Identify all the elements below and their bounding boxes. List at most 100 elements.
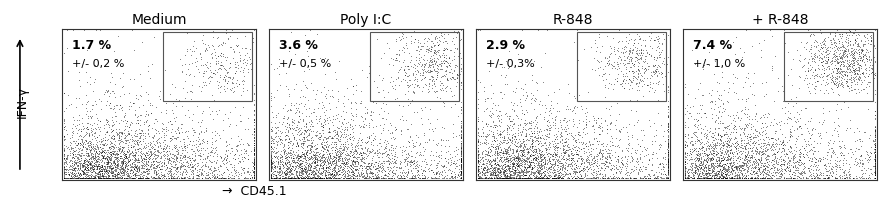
Point xyxy=(193,120,207,123)
Point xyxy=(269,142,284,146)
Point xyxy=(477,168,491,171)
Point xyxy=(554,126,568,129)
Point xyxy=(533,176,548,180)
Point xyxy=(811,43,825,46)
Point xyxy=(85,104,99,107)
Point xyxy=(337,146,351,150)
Point xyxy=(604,121,618,124)
Point xyxy=(264,91,278,94)
Point xyxy=(352,153,366,156)
Point xyxy=(524,126,538,129)
Point xyxy=(697,150,711,153)
Point xyxy=(714,146,728,149)
Point xyxy=(324,172,338,175)
Point xyxy=(837,63,851,66)
Point xyxy=(531,170,545,173)
Point xyxy=(554,176,568,180)
Point xyxy=(697,176,711,180)
Point xyxy=(288,162,302,165)
Point xyxy=(500,83,514,86)
Point xyxy=(205,110,219,113)
Point xyxy=(247,102,261,105)
Point xyxy=(264,162,278,165)
Point xyxy=(527,163,541,167)
Point xyxy=(91,158,105,161)
Point xyxy=(678,151,692,154)
Point xyxy=(734,173,749,176)
Point xyxy=(119,152,133,156)
Point xyxy=(567,167,581,170)
Point xyxy=(385,85,400,88)
Point xyxy=(105,171,119,174)
Point xyxy=(313,131,327,134)
Point xyxy=(767,156,781,159)
Point xyxy=(504,176,518,180)
Point xyxy=(454,158,468,161)
Point xyxy=(205,174,219,177)
Point xyxy=(509,176,523,179)
Point xyxy=(729,147,743,150)
Point xyxy=(374,106,388,109)
Point xyxy=(403,61,417,64)
Point xyxy=(868,173,882,177)
Point xyxy=(94,108,108,111)
Point xyxy=(209,61,223,65)
Point xyxy=(349,169,363,172)
Point xyxy=(647,64,661,67)
Point xyxy=(89,149,104,152)
Point xyxy=(587,176,602,180)
Point xyxy=(274,156,288,159)
Point xyxy=(538,157,552,160)
Point xyxy=(245,67,259,70)
Point xyxy=(92,176,106,180)
Point xyxy=(571,156,585,160)
Point xyxy=(84,162,98,165)
Point xyxy=(377,147,391,150)
Point xyxy=(285,120,299,123)
Point xyxy=(513,163,527,166)
Point xyxy=(750,176,765,180)
Point xyxy=(707,176,721,180)
Point xyxy=(868,162,882,165)
Point xyxy=(327,165,341,168)
Point xyxy=(264,168,278,171)
Point xyxy=(308,152,323,155)
Point xyxy=(642,125,657,128)
Point xyxy=(433,172,447,175)
Point xyxy=(717,157,731,161)
Point xyxy=(186,133,200,136)
Point xyxy=(266,150,280,153)
Point xyxy=(337,157,351,160)
Point xyxy=(132,164,146,168)
Point xyxy=(437,32,451,35)
Point xyxy=(104,152,118,156)
Point xyxy=(538,158,552,161)
Point xyxy=(120,134,135,137)
Point xyxy=(786,164,800,167)
Point xyxy=(293,132,307,135)
Point xyxy=(292,162,307,165)
Point xyxy=(507,170,521,173)
Point xyxy=(178,144,192,147)
Point xyxy=(102,176,116,180)
Point xyxy=(111,173,125,176)
Point xyxy=(832,69,846,73)
Point xyxy=(561,142,575,146)
Point xyxy=(91,176,105,180)
Point xyxy=(185,119,199,122)
Point xyxy=(547,165,561,169)
Point xyxy=(538,134,552,137)
Point xyxy=(247,130,261,134)
Point xyxy=(480,166,494,169)
Point xyxy=(627,74,641,77)
Point xyxy=(269,89,284,92)
Point xyxy=(112,170,126,173)
Point xyxy=(137,122,152,125)
Point xyxy=(275,154,289,157)
Point xyxy=(717,162,731,165)
Point xyxy=(784,146,798,150)
Point xyxy=(334,131,348,134)
Point xyxy=(603,167,618,171)
Point xyxy=(555,167,569,171)
Point xyxy=(511,156,525,160)
